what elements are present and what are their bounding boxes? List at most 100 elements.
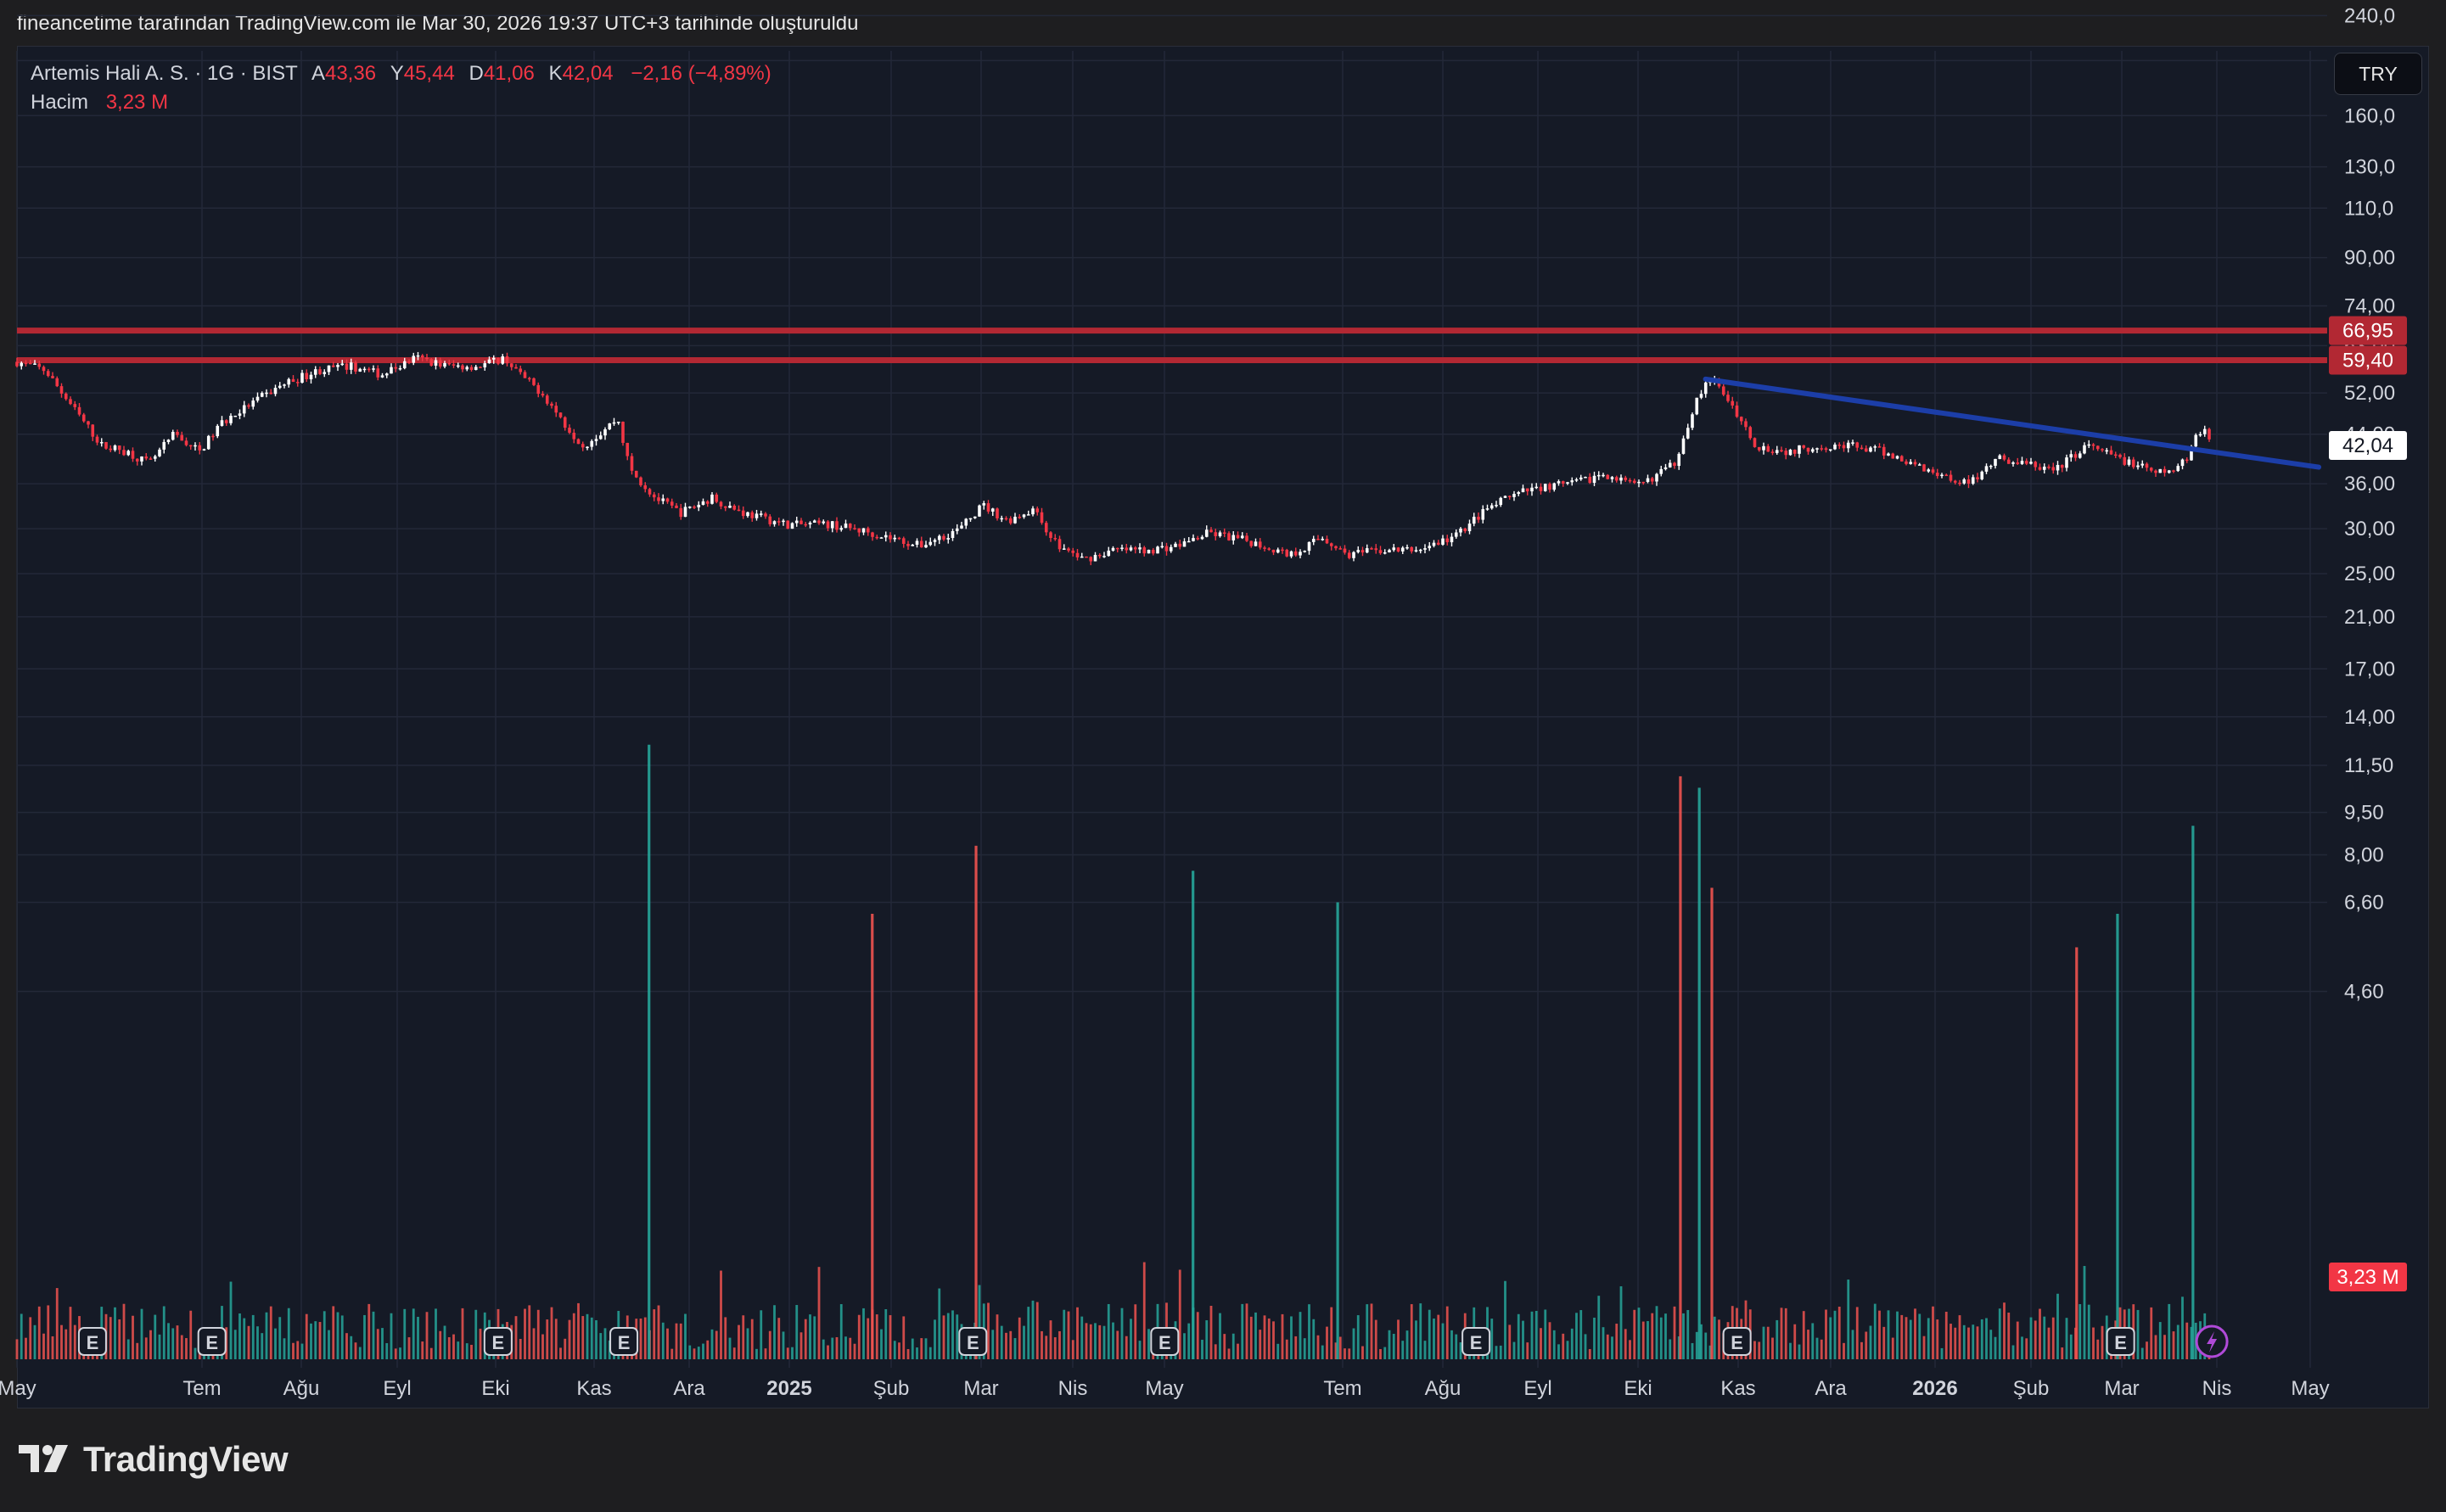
- price-axis-label-11: 30,00: [2344, 518, 2395, 540]
- candle-body-213: [964, 518, 968, 526]
- volume-bar-65: [305, 1313, 308, 1359]
- candle-body-51: [242, 405, 246, 414]
- candle-body-56: [265, 392, 268, 395]
- candle-body-163: [741, 510, 745, 517]
- volume-bar-246: [1112, 1322, 1114, 1359]
- volume-bar-24: [122, 1303, 126, 1359]
- candle-body-455: [2042, 466, 2046, 470]
- candle-body-356: [1602, 474, 1605, 477]
- candle-body-207: [937, 535, 941, 540]
- volume-bar-309: [1392, 1333, 1395, 1359]
- candle-body-276: [1245, 535, 1248, 541]
- candle-body-52: [247, 405, 250, 407]
- candle-body-310: [1396, 547, 1400, 552]
- volume-bar-421: [1891, 1337, 1894, 1359]
- volume-bar-314: [1415, 1320, 1417, 1359]
- candle-body-157: [715, 494, 719, 502]
- candle-body-342: [1539, 486, 1543, 491]
- candle-body-269: [1214, 532, 1218, 536]
- time-axis-label-10: Nis: [1058, 1377, 1088, 1400]
- candle-body-15: [81, 414, 86, 422]
- candle-body-391: [1757, 446, 1761, 451]
- currency-button[interactable]: TRY: [2334, 53, 2422, 95]
- volume-bar-58: [274, 1328, 277, 1359]
- candle-body-3: [28, 362, 32, 365]
- volume-bar-118: [541, 1334, 544, 1359]
- candle-body-449: [2016, 462, 2020, 464]
- volume-bar-120: [550, 1307, 553, 1359]
- volume-bar-250: [1130, 1319, 1132, 1359]
- candle-body-333: [1499, 497, 1503, 506]
- candle-body-346: [1557, 481, 1561, 484]
- candle-body-394: [1770, 451, 1775, 453]
- volume-bar-164: [746, 1328, 749, 1359]
- candle-body-210: [951, 530, 955, 539]
- volume-bar-282: [1272, 1321, 1275, 1359]
- volume-bar-23: [118, 1319, 121, 1359]
- volume-bar-371: [1669, 1339, 1672, 1359]
- candle-body-384: [1726, 395, 1730, 401]
- candle-body-84: [390, 367, 393, 374]
- candle-body-221: [1000, 518, 1004, 520]
- candle-body-25: [126, 451, 131, 456]
- candle-body-297: [1338, 548, 1343, 550]
- volume-bar-62: [292, 1342, 295, 1359]
- tradingview-brand[interactable]: TradingView: [19, 1439, 289, 1480]
- candle-body-107: [491, 357, 496, 360]
- volume-bar-8: [51, 1336, 54, 1359]
- candle-body-169: [768, 516, 772, 524]
- candle-body-91: [420, 355, 424, 358]
- volume-bar-5: [37, 1306, 41, 1359]
- volume-bar-115: [528, 1305, 531, 1359]
- candle-body-246: [1111, 547, 1115, 551]
- volume-bar-69: [323, 1311, 326, 1359]
- candle-body-410: [1842, 445, 1846, 449]
- volume-bar-122: [559, 1347, 562, 1359]
- volume-bar-203: [920, 1338, 923, 1359]
- candle-body-353: [1588, 476, 1592, 483]
- candle-body-177: [804, 524, 808, 526]
- volume-bar-488: [2190, 1326, 2193, 1359]
- earnings-marker-box-8: [2106, 1327, 2135, 1356]
- volume-bar-33: [162, 1306, 165, 1359]
- candle-body-337: [1517, 492, 1521, 495]
- candle-body-470: [2109, 450, 2113, 455]
- candle-body-102: [469, 367, 474, 370]
- volume-bar-466: [2092, 1327, 2095, 1359]
- candle-body-161: [732, 505, 737, 510]
- candle-body-390: [1753, 438, 1757, 447]
- volume-bar-66: [310, 1323, 312, 1359]
- volume-bar-204: [924, 1338, 928, 1359]
- volume-bar-453: [2034, 1320, 2037, 1359]
- candle-body-291: [1311, 539, 1316, 542]
- volume-bar-175: [795, 1305, 799, 1359]
- earnings-marker-box-0: [77, 1327, 107, 1356]
- candle-body-354: [1592, 475, 1596, 483]
- volume-bar-29: [144, 1337, 148, 1359]
- candle-body-145: [661, 498, 665, 501]
- candle-body-124: [568, 428, 571, 434]
- volume-bar-179: [813, 1316, 816, 1359]
- candle-body-325: [1463, 529, 1467, 532]
- candle-body-453: [2034, 462, 2038, 468]
- chart-frame[interactable]: [17, 46, 2429, 1408]
- volume-bar-342: [1540, 1328, 1542, 1359]
- volume-bar-184: [835, 1336, 839, 1359]
- volume-bar-218: [987, 1302, 990, 1359]
- candle-body-38: [184, 440, 188, 445]
- earnings-marker-icon: E: [609, 1327, 639, 1356]
- candle-body-80: [372, 368, 375, 370]
- candle-body-330: [1485, 508, 1489, 510]
- candle-body-483: [2167, 470, 2171, 473]
- volume-bar-150: [684, 1313, 687, 1359]
- time-axis: May Tem Ağu Eyl Eki Kas Ara 2025 Şub Mar Nis May Tem…: [0, 1377, 2330, 1400]
- volume-bar-129: [590, 1317, 593, 1359]
- candle-body-7: [46, 371, 50, 377]
- candle-body-468: [2101, 449, 2104, 451]
- volume-bar-454: [2039, 1308, 2041, 1359]
- candle-body-86: [398, 367, 402, 370]
- candle-body-436: [1958, 482, 1961, 484]
- price-axis-label-10: 36,00: [2344, 473, 2395, 496]
- candle-body-385: [1731, 400, 1735, 406]
